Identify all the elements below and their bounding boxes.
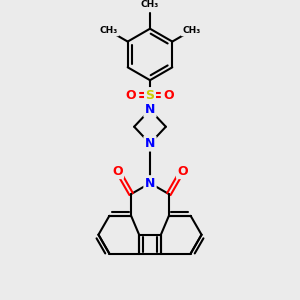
Text: N: N <box>145 177 155 190</box>
Text: O: O <box>112 165 123 178</box>
Text: CH₃: CH₃ <box>100 26 118 35</box>
Text: O: O <box>126 88 136 101</box>
Text: O: O <box>177 165 188 178</box>
Text: N: N <box>145 103 155 116</box>
Text: N: N <box>145 137 155 150</box>
Text: CH₃: CH₃ <box>141 0 159 9</box>
Text: O: O <box>164 88 174 101</box>
Text: S: S <box>146 88 154 101</box>
Text: CH₃: CH₃ <box>182 26 200 35</box>
